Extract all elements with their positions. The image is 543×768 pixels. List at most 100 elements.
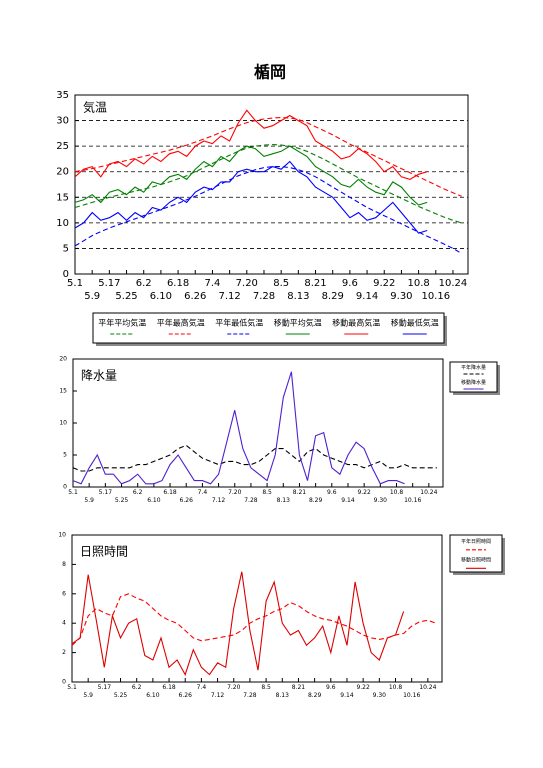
x-tick-label: 6.26	[179, 692, 193, 699]
x-tick-label: 5.25	[115, 497, 129, 504]
y-tick-label: 10	[56, 218, 69, 229]
x-tick-label: 5.9	[83, 692, 93, 699]
series-line	[71, 593, 437, 646]
y-tick-label: 20	[59, 356, 67, 363]
x-tick-label: 7.28	[243, 692, 257, 699]
y-tick-label: 30	[56, 116, 69, 127]
x-tick-label: 10.24	[420, 489, 437, 496]
legend-label: 平年日照時間	[461, 538, 491, 545]
x-tick-label: 10.16	[421, 291, 450, 302]
y-tick-label: 10	[59, 420, 67, 427]
y-tick-label: 5	[63, 243, 69, 254]
x-tick-label: 5.25	[115, 291, 137, 302]
y-tick-label: 2	[62, 649, 66, 656]
legend-label: 平年最低気温	[215, 318, 263, 328]
x-tick-label: 6.26	[184, 291, 206, 302]
legend-label: 移動降水量	[461, 379, 486, 386]
chart-title: 楯岡	[254, 63, 286, 82]
x-tick-label: 10.8	[407, 278, 429, 289]
x-tick-label: 9.6	[326, 684, 336, 691]
y-tick-label: 35	[56, 90, 69, 101]
x-tick-label: 9.6	[327, 489, 337, 496]
x-tick-label: 5.1	[67, 684, 77, 691]
y-tick-label: 15	[59, 388, 67, 395]
x-tick-label: 9.22	[357, 489, 371, 496]
x-tick-label: 6.10	[147, 497, 161, 504]
y-tick-label: 4	[62, 620, 66, 627]
x-tick-label: 9.22	[373, 278, 395, 289]
x-tick-label: 7.4	[204, 278, 220, 289]
y-tick-label: 0	[62, 679, 66, 686]
x-tick-label: 9.6	[342, 278, 358, 289]
x-tick-label: 9.22	[356, 684, 370, 691]
x-tick-label: 8.21	[293, 489, 307, 496]
x-tick-label: 6.2	[133, 489, 143, 496]
x-tick-label: 9.30	[374, 497, 388, 504]
series-line	[74, 109, 428, 180]
x-tick-label: 10.8	[390, 489, 404, 496]
x-tick-label: 8.5	[273, 278, 289, 289]
x-tick-label: 8.5	[261, 684, 271, 691]
x-tick-label: 8.21	[304, 278, 326, 289]
panel-label: 降水量	[81, 369, 117, 383]
x-tick-label: 5.17	[99, 489, 113, 496]
x-tick-label: 5.17	[98, 278, 120, 289]
x-tick-label: 5.9	[84, 497, 94, 504]
x-tick-label: 6.10	[150, 291, 172, 302]
legend-label: 移動最高気温	[332, 318, 380, 328]
x-tick-label: 5.25	[114, 692, 128, 699]
x-tick-label: 10.24	[419, 684, 436, 691]
x-tick-label: 9.30	[373, 692, 387, 699]
y-tick-label: 5	[63, 452, 67, 459]
panel-label: 気温	[83, 100, 107, 115]
x-tick-label: 5.17	[98, 684, 112, 691]
series-line	[71, 571, 405, 676]
series-line	[72, 444, 437, 472]
legend-label: 移動平均気温	[274, 318, 322, 328]
x-tick-label: 9.14	[340, 692, 354, 699]
legend-label: 移動日照時間	[461, 556, 491, 563]
series-line	[72, 371, 405, 485]
legend-label: 平年降水量	[461, 364, 486, 371]
x-tick-label: 10.16	[403, 692, 420, 699]
x-tick-label: 6.18	[162, 684, 176, 691]
legend-label: 平年平均気温	[98, 318, 146, 328]
x-tick-label: 6.10	[146, 692, 160, 699]
y-tick-label: 0	[63, 484, 67, 491]
legend-box	[449, 534, 503, 573]
x-tick-label: 8.13	[287, 291, 309, 302]
series-line	[74, 160, 428, 234]
x-tick-label: 9.14	[341, 497, 355, 504]
y-tick-label: 20	[56, 167, 69, 178]
y-tick-label: 15	[56, 192, 69, 203]
y-tick-label: 10	[58, 532, 66, 539]
legend-box	[92, 312, 445, 344]
y-tick-label: 0	[63, 269, 69, 280]
legend-label: 移動最低気温	[391, 318, 439, 328]
x-tick-label: 8.21	[292, 684, 306, 691]
x-tick-label: 8.5	[262, 489, 272, 496]
x-tick-label: 10.24	[439, 278, 468, 289]
x-tick-label: 5.1	[68, 489, 78, 496]
x-tick-label: 8.13	[277, 497, 291, 504]
x-tick-label: 7.28	[244, 497, 258, 504]
legend-label: 平年最高気温	[157, 318, 205, 328]
plot-frame	[71, 534, 443, 683]
x-tick-label: 7.20	[228, 489, 242, 496]
x-tick-label: 7.4	[197, 684, 207, 691]
x-tick-label: 7.28	[253, 291, 275, 302]
x-tick-label: 10.8	[389, 684, 403, 691]
x-tick-label: 7.12	[212, 497, 226, 504]
y-tick-label: 8	[62, 561, 66, 568]
x-tick-label: 7.12	[211, 692, 225, 699]
x-tick-label: 8.29	[309, 497, 323, 504]
x-tick-label: 6.18	[163, 489, 177, 496]
x-tick-label: 8.29	[322, 291, 344, 302]
x-tick-label: 5.1	[67, 278, 83, 289]
x-tick-label: 9.30	[390, 291, 412, 302]
x-tick-label: 7.4	[198, 489, 208, 496]
x-tick-label: 6.26	[180, 497, 194, 504]
x-tick-label: 9.14	[356, 291, 378, 302]
x-tick-label: 7.20	[227, 684, 241, 691]
